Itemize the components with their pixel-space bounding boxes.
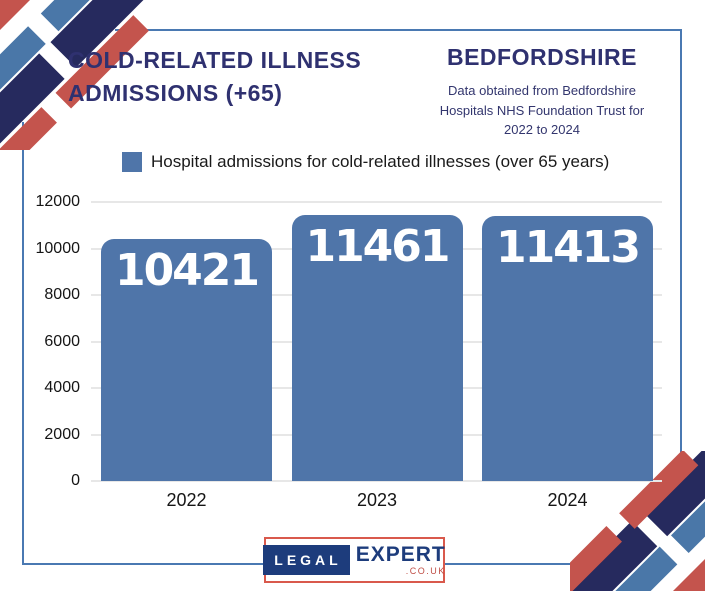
region-header: BEDFORDSHIRE Data obtained from Bedfords… [411,44,673,140]
logo-right-block: EXPERT .CO.UK [356,544,446,576]
gridline-12000 [91,201,662,203]
x-axis-tick-2023: 2023 [356,490,398,510]
y-axis-tick-2000: 2000 [44,425,80,443]
legal-expert-logo: LEGAL EXPERT .CO.UK [263,537,446,583]
data-source-note: Data obtained from Bedfordshire Hospital… [439,83,645,137]
x-axis-tick-2022: 2022 [166,490,207,510]
y-axis-tick-10000: 10000 [35,239,81,257]
frame-border-top [115,29,682,31]
bar-2023: 11461 [291,215,463,481]
corner-stripes-bottom-right-icon [570,451,705,591]
gridline-0 [91,480,662,482]
y-axis-tick-4000: 4000 [44,379,80,396]
corner-stripes-top-left-icon [0,0,150,150]
bar-value-label-2022: 10421 [114,245,260,296]
y-axis-tick-6000: 6000 [44,332,80,350]
bar-value-label-2023: 11461 [305,221,450,272]
frame-border-left [22,122,24,565]
logo-expert-text: EXPERT [355,543,446,566]
chart-legend: Hospital admissions for cold-related ill… [122,152,609,172]
chart-title-line-2: ADMISSIONS (+65) [68,80,283,106]
bar-2024: 11413 [482,216,653,481]
chart-title: COLD-RELATED ILLNESS ADMISSIONS (+65) [68,44,428,110]
bar-2022: 10421 [101,239,272,481]
logo-legal-text: LEGAL [263,545,350,575]
region-title: BEDFORDSHIRE [446,44,637,70]
y-axis-tick-8000: 8000 [44,286,80,303]
y-axis-tick-12000: 12000 [35,193,81,210]
chart-title-line-1: COLD-RELATED ILLNESS [68,47,362,73]
y-axis-tick-0: 0 [71,472,80,489]
x-axis-tick-2024: 2024 [547,490,588,510]
legend-swatch-icon [122,152,142,172]
bar-value-label-2024: 11413 [495,222,641,273]
logo-couk-text: .CO.UK [405,566,446,576]
legend-label: Hospital admissions for cold-related ill… [151,152,610,171]
frame-border-right [680,29,682,466]
